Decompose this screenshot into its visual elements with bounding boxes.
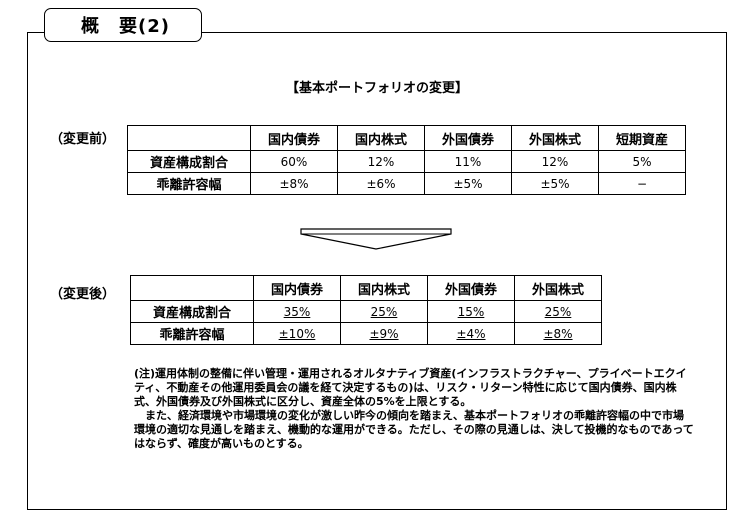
column-header: 外国債券 [427, 275, 515, 301]
table-corner-cell [130, 275, 254, 301]
column-header: 外国債券 [424, 125, 512, 151]
table-cell: ±8% [250, 172, 338, 195]
row-label: 乖離許容幅 [127, 172, 251, 195]
table-row: 乖離許容幅 ±8% ±6% ±5% ±5% − [127, 172, 686, 195]
footnote-paragraph: (注)運用体制の整備に伴い管理・運用されるオルタナティブ資産(インフラストラクチ… [134, 367, 687, 408]
content-frame [27, 32, 727, 510]
table-row: 資産構成割合 35% 25% 15% 25% [130, 300, 602, 323]
column-header: 短期資産 [598, 125, 686, 151]
column-header: 外国株式 [514, 275, 602, 301]
column-header: 国内債券 [253, 275, 341, 301]
before-table: 国内債券 国内株式 外国債券 外国株式 短期資産 資産構成割合 60% 12% … [127, 125, 686, 195]
after-label: （変更後） [50, 287, 116, 302]
table-cell: ±10% [253, 322, 341, 345]
row-label: 乖離許容幅 [130, 322, 254, 345]
page-title: 概 要(2) [44, 8, 202, 42]
column-header: 外国株式 [511, 125, 599, 151]
table-cell: ±5% [511, 172, 599, 195]
table-row: 資産構成割合 60% 12% 11% 12% 5% [127, 150, 686, 173]
table-cell: 11% [424, 150, 512, 173]
table-cell: 60% [250, 150, 338, 173]
after-table: 国内債券 国内株式 外国債券 外国株式 資産構成割合 35% 25% 15% 2… [130, 275, 602, 345]
table-cell: 25% [514, 300, 602, 323]
table-header-row: 国内債券 国内株式 外国債券 外国株式 [130, 275, 602, 301]
table-cell: ±8% [514, 322, 602, 345]
column-header: 国内債券 [250, 125, 338, 151]
table-cell: ±4% [427, 322, 515, 345]
table-cell: − [598, 172, 686, 195]
table-cell: ±6% [337, 172, 425, 195]
table-corner-cell [127, 125, 251, 151]
column-header: 国内株式 [337, 125, 425, 151]
table-cell: ±9% [340, 322, 428, 345]
table-cell: 12% [511, 150, 599, 173]
table-cell: 15% [427, 300, 515, 323]
table-cell: 35% [253, 300, 341, 323]
row-label: 資産構成割合 [127, 150, 251, 173]
footnote-paragraph: また、経済環境や市場環境の変化が激しい昨今の傾向を踏まえ、基本ポートフォリオの乖… [134, 409, 694, 450]
table-header-row: 国内債券 国内株式 外国債券 外国株式 短期資産 [127, 125, 686, 151]
down-arrow-icon [300, 228, 452, 250]
table-cell: ±5% [424, 172, 512, 195]
table-cell: 5% [598, 150, 686, 173]
table-cell: 12% [337, 150, 425, 173]
column-header: 国内株式 [340, 275, 428, 301]
table-row: 乖離許容幅 ±10% ±9% ±4% ±8% [130, 322, 602, 345]
section-title: 【基本ポートフォリオの変更】 [285, 81, 468, 96]
before-label: （変更前） [50, 132, 116, 147]
footnote: (注)運用体制の整備に伴い管理・運用されるオルタナティブ資産(インフラストラクチ… [134, 367, 694, 451]
row-label: 資産構成割合 [130, 300, 254, 323]
table-cell: 25% [340, 300, 428, 323]
